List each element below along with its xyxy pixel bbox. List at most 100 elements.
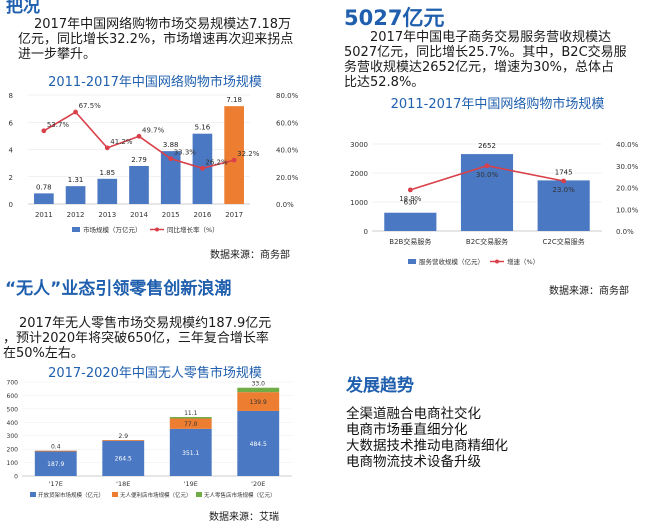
ecommerce-service-paragraph: 2017年中国电子商务交易服务营收规模达 5027亿元，同比增长25.7%。其中… <box>344 30 649 90</box>
paragraph-line: 5027亿元，同比增长25.7%。其中，B2C交易服 <box>344 45 627 60</box>
section-heading: 发展趋势 <box>346 376 414 396</box>
y-tick-label: 3000 <box>350 141 368 149</box>
y-tick-label: 0 <box>364 228 368 236</box>
stacked-bar-segment <box>169 418 212 429</box>
y-tick-label: 600 <box>7 393 19 400</box>
chart-title: 2017-2020年中国无人零售市场规模 <box>48 366 262 381</box>
stacked-bar-segment <box>237 410 280 476</box>
paragraph-line: 进一步攀升。 <box>18 47 97 62</box>
y2-tick-label: 20.0% <box>616 185 639 193</box>
legend-swatch <box>408 259 416 264</box>
y2-tick-label: 20.0% <box>276 174 299 182</box>
rate-point <box>104 145 110 151</box>
rate-point <box>136 133 142 139</box>
rate-point <box>41 128 47 134</box>
rate-point <box>407 187 413 193</box>
chart-title: 2011-2017年中国网络购物市场规模 <box>390 97 605 112</box>
bar-value-label: 1.85 <box>99 169 115 177</box>
y-tick-label: 100 <box>7 460 19 467</box>
segment-value-label: 11.1 <box>184 410 198 417</box>
y-tick-label: 0 <box>9 201 13 209</box>
y-tick-label: 1000 <box>350 199 368 207</box>
section-heading: 5027亿元 <box>344 6 445 30</box>
y-tick-label: 0 <box>14 474 18 481</box>
segment-value-label: 0.4 <box>51 444 61 451</box>
segment-value-label: 139.9 <box>250 399 267 406</box>
y-tick-label: 700 <box>7 380 19 387</box>
bar <box>384 212 437 231</box>
x-tick-label: '17E <box>49 480 63 488</box>
segment-value-label: 351.1 <box>182 450 199 457</box>
bar <box>224 106 244 204</box>
bar <box>65 186 86 204</box>
segment-value-label: 77.0 <box>184 421 198 428</box>
bar-value-label: 630 <box>404 199 417 207</box>
y-tick-label: 400 <box>7 420 19 427</box>
online-shopping-chart: 024680.0%20.0%40.0%60.0%80.0%0.7820111.3… <box>9 92 299 234</box>
bar <box>160 151 181 204</box>
legend-label: 无人零售店市场规模（亿元） <box>204 491 276 499</box>
x-tick-label: 2011 <box>35 211 53 219</box>
trend-item: 大数据技术推动电商精细化 <box>346 438 508 454</box>
data-source: 数据来源：商务部 <box>549 286 629 297</box>
x-tick-label: 2012 <box>67 211 85 219</box>
segment-value-label: 187.9 <box>47 461 64 468</box>
y-tick-label: 4 <box>9 147 14 155</box>
x-tick-label: 2017 <box>225 211 243 219</box>
bar-value-label: 1745 <box>555 168 573 176</box>
x-tick-label: B2C交易服务 <box>466 237 508 246</box>
stacked-bar-segment <box>237 392 280 411</box>
x-tick-label: B2B交易服务 <box>389 237 431 246</box>
x-tick-label: 2013 <box>98 211 116 219</box>
bar <box>34 193 54 204</box>
rate-point <box>168 156 174 162</box>
legend-label: 增速（%） <box>507 257 539 266</box>
trends-list: 全渠道融合电商社交化 电商市场垂直细分化 大数据技术推动电商精细化 电商物流技术… <box>346 406 508 470</box>
x-tick-label: 2014 <box>130 211 148 219</box>
rate-label: 49.7% <box>142 126 165 134</box>
legend-label: 服务营收规模（亿元） <box>419 257 484 266</box>
rate-label: 33.3% <box>174 149 197 157</box>
x-tick-label: '18E <box>116 480 130 488</box>
trend-item: 全渠道融合电商社交化 <box>346 406 481 422</box>
stacked-bar-segment <box>102 440 145 476</box>
bar <box>537 180 590 231</box>
trend-item: 电商市场垂直细分化 <box>346 422 468 438</box>
y2-tick-label: 0.0% <box>276 201 294 209</box>
paragraph-line: 2017年中国电子商务交易服务营收规模达 <box>370 30 612 45</box>
y2-tick-label: 0.0% <box>616 228 634 236</box>
segment-value-label: 484.5 <box>250 441 267 448</box>
x-tick-label: '20E <box>251 480 265 488</box>
y-tick-label: 300 <box>7 433 19 440</box>
y2-tick-label: 40.0% <box>276 147 299 155</box>
y2-tick-label: 10.0% <box>616 206 639 214</box>
rate-label: 32.2% <box>237 150 260 158</box>
bar-value-label: 3.88 <box>163 141 179 149</box>
segment-value-label: 2.9 <box>118 433 128 440</box>
paragraph-line: 2017年中国网络购物市场交易规模达7.18万 <box>34 17 292 32</box>
stacked-bar-segment <box>34 450 77 452</box>
legend-swatch <box>112 492 118 497</box>
rate-label: 67.5% <box>79 102 102 110</box>
paragraph-line: 比达52.8%。 <box>344 75 425 90</box>
chart-title: 2011-2017年中国网络购物市场规模 <box>48 75 262 90</box>
y-tick-label: 2 <box>9 174 13 182</box>
bar-value-label: 1.31 <box>68 176 84 184</box>
rate-label: 18.9% <box>399 195 422 203</box>
data-source: 数据来源：商务部 <box>210 250 290 261</box>
bar-value-label: 7.18 <box>226 96 242 104</box>
segment-value-label: 264.5 <box>115 456 132 463</box>
rate-point <box>73 109 78 115</box>
paragraph-line: ，预计2020年将突破650亿，三年复合增长率 <box>3 331 269 346</box>
y-tick-label: 8 <box>9 92 13 100</box>
legend-swatch <box>72 227 80 232</box>
y2-tick-label: 40.0% <box>616 141 639 149</box>
stacked-bar-segment <box>34 450 77 476</box>
stacked-bar-segment <box>237 387 280 393</box>
x-tick-label: 2016 <box>194 211 212 219</box>
bar-value-label: 2652 <box>478 142 496 150</box>
bar-value-label: 2.79 <box>131 156 147 164</box>
legend-label: 市场规模（万亿元） <box>83 225 142 234</box>
x-tick-label: C2C交易服务 <box>543 237 585 246</box>
legend-swatch <box>30 492 36 497</box>
